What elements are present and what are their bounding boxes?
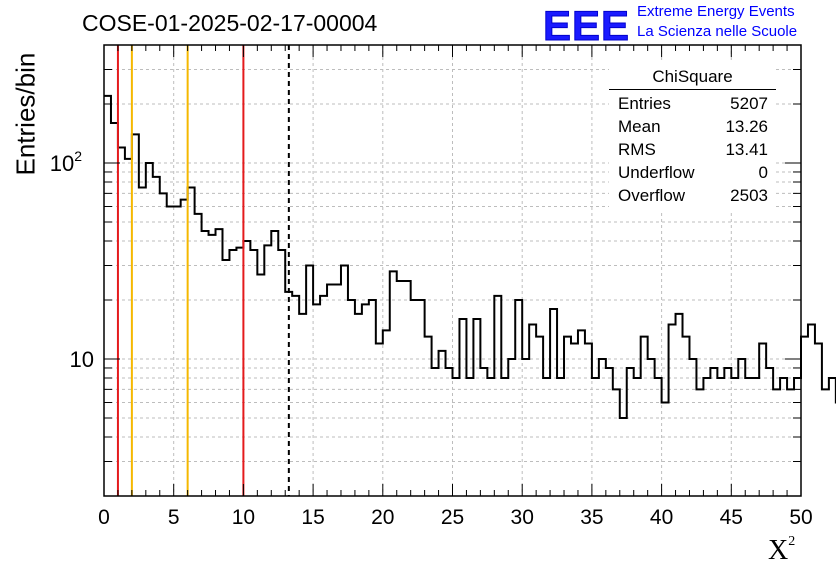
logo-line-2: La Scienza nelle Scuole: [637, 23, 798, 40]
x-tick-label: 0: [98, 506, 110, 529]
x-tick-label: 45: [720, 506, 743, 529]
stats-title: ChiSquare: [652, 67, 733, 86]
x-tick-label: 25: [441, 506, 464, 529]
stats-box: ChiSquare Entries 5207 Mean 13.26 RMS 13.41…: [609, 63, 776, 213]
y-tick-label: 102: [50, 148, 82, 176]
y-tick-label: 10: [70, 347, 94, 372]
stats-divider: [609, 89, 776, 90]
chart-title: COSE-01-2025-02-17-00004: [82, 10, 378, 36]
histogram-series: [104, 94, 836, 420]
x-tick-label: 20: [371, 506, 394, 529]
x-tick-label: 40: [650, 506, 673, 529]
x-tick-label: 35: [580, 506, 603, 529]
eee-logo: EEE: [542, 2, 631, 50]
x-tick-label: 50: [789, 506, 812, 529]
x-tick-label: 15: [301, 506, 324, 529]
x-tick-label: 5: [168, 506, 180, 529]
x-axis-label: X2: [768, 533, 796, 566]
y-axis-label: Entries/bin: [10, 52, 41, 176]
x-tick-label: 10: [232, 506, 255, 529]
logo-line-1: Extreme Energy Events: [637, 3, 795, 20]
x-tick-label: 30: [511, 506, 534, 529]
